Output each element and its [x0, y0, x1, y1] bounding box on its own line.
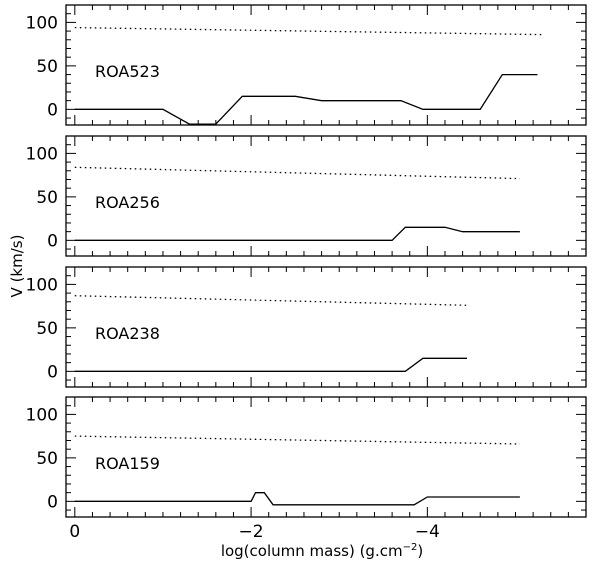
y-tick-label: 100: [26, 13, 58, 33]
panel-frame: [65, 396, 587, 518]
solid-series-line: [74, 73, 538, 125]
dotted-series-line: [74, 435, 520, 445]
solid-series-line: [74, 492, 520, 506]
y-tick-label: 50: [36, 188, 58, 208]
dotted-series-line: [74, 295, 468, 306]
y-tick-label: 50: [36, 57, 58, 77]
solid-series-line: [74, 226, 520, 241]
y-tick-label: 0: [47, 100, 58, 120]
panel-roa523: 0 50 100 ROA523: [26, 4, 587, 126]
panel-label: ROA523: [95, 62, 160, 81]
x-axis-title-main: log(column mass) (g.cm: [221, 542, 403, 560]
y-tick-label: 100: [26, 275, 58, 295]
panels-group: 0 50 100 ROA523 0 50 100 ROA256 0 50 100 ROA238 0 50 1…: [26, 4, 587, 542]
y-tick-label: 100: [26, 144, 58, 164]
y-tick-label: 0: [47, 492, 58, 512]
panel-roa159: 0 50 100 ROA159: [26, 396, 587, 518]
solid-series-line: [74, 357, 467, 372]
dotted-series-line: [74, 166, 520, 180]
y-tick-label: 100: [26, 405, 58, 425]
x-axis-title-sup: −2: [403, 542, 418, 553]
panel-roa256: 0 50 100 ROA256: [26, 135, 587, 257]
dotted-series-line: [74, 26, 542, 36]
panel-label: ROA238: [95, 324, 160, 343]
x-axis-title-close: ): [417, 542, 423, 560]
panel-frame: [65, 266, 587, 388]
y-axis-title: V (km/s): [8, 235, 26, 298]
panel-frame: [65, 4, 587, 126]
x-axis-title: log(column mass) (g.cm−2): [221, 542, 423, 560]
panel-roa238: 0 50 100 ROA238: [26, 266, 587, 388]
x-tick-label: −2: [239, 522, 264, 542]
panel-frame: [65, 135, 587, 257]
x-tick-label: −4: [415, 522, 440, 542]
y-tick-label: 50: [36, 319, 58, 339]
y-tick-label: 50: [36, 449, 58, 469]
y-tick-label: 0: [47, 362, 58, 382]
y-tick-label: 0: [47, 231, 58, 251]
panel-label: ROA159: [95, 454, 160, 473]
x-tick-label: 0: [69, 522, 80, 542]
panel-label: ROA256: [95, 193, 160, 212]
